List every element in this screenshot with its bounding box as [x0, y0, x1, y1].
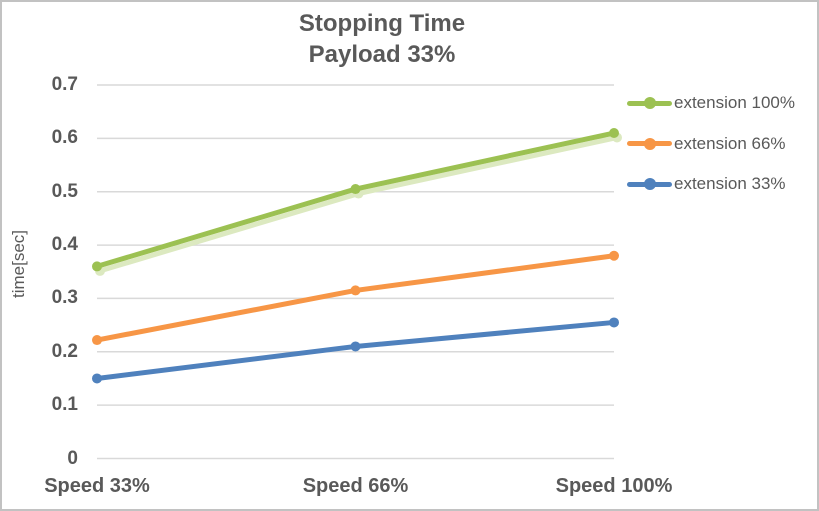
data-point-s1-c3	[609, 128, 619, 139]
legend-label: extension 66%	[674, 133, 786, 153]
chart-title-line2: Payload 33%	[308, 41, 456, 68]
data-point-s1-c1	[92, 261, 102, 272]
chart-title: Stopping Time Payload 33%	[2, 8, 762, 70]
legend-dot-icon	[643, 97, 656, 110]
y-tick-label: 0.7	[51, 74, 78, 95]
data-point-s2-c2	[350, 285, 361, 296]
legend-marker-icon	[627, 178, 672, 191]
y-tick-label: 0	[67, 447, 78, 469]
legend-label: extension 33%	[674, 174, 786, 194]
legend-entry: extension 66%	[627, 124, 795, 165]
legend-marker-icon	[627, 137, 672, 150]
legend-marker-icon	[627, 97, 672, 110]
x-category-label: Speed 66%	[302, 475, 409, 497]
legend-entry: extension 100%	[627, 83, 795, 124]
legend-dot-icon	[643, 137, 656, 150]
legend-dot-icon	[643, 178, 656, 191]
y-tick-label: 0.2	[51, 340, 78, 362]
series-shadow-line	[97, 135, 620, 274]
x-category-label: Speed 100%	[555, 475, 673, 497]
chart-legend: extension 100% extension 66% extension 33%	[627, 83, 795, 205]
data-point-s2-c1	[92, 335, 102, 346]
legend-entry: extension 33%	[627, 164, 795, 205]
y-tick-label: 0.1	[51, 394, 78, 416]
data-point-s3-c1	[92, 373, 102, 384]
series-shadow-1	[95, 132, 622, 276]
data-point-s3-c2	[350, 341, 361, 352]
y-tick-label: 0.6	[51, 127, 78, 149]
x-category-label: Speed 33%	[44, 475, 150, 497]
legend-label: extension 100%	[674, 93, 795, 113]
data-point-s3-c3	[609, 317, 619, 328]
data-point-s1-c2	[350, 184, 361, 195]
data-point-s2-c3	[609, 250, 619, 261]
y-tick-label: 0.5	[51, 180, 78, 202]
chart-title-line1: Stopping Time	[298, 10, 466, 37]
y-tick-label: 0.4	[51, 234, 78, 256]
y-tick-label: 0.3	[51, 287, 78, 309]
